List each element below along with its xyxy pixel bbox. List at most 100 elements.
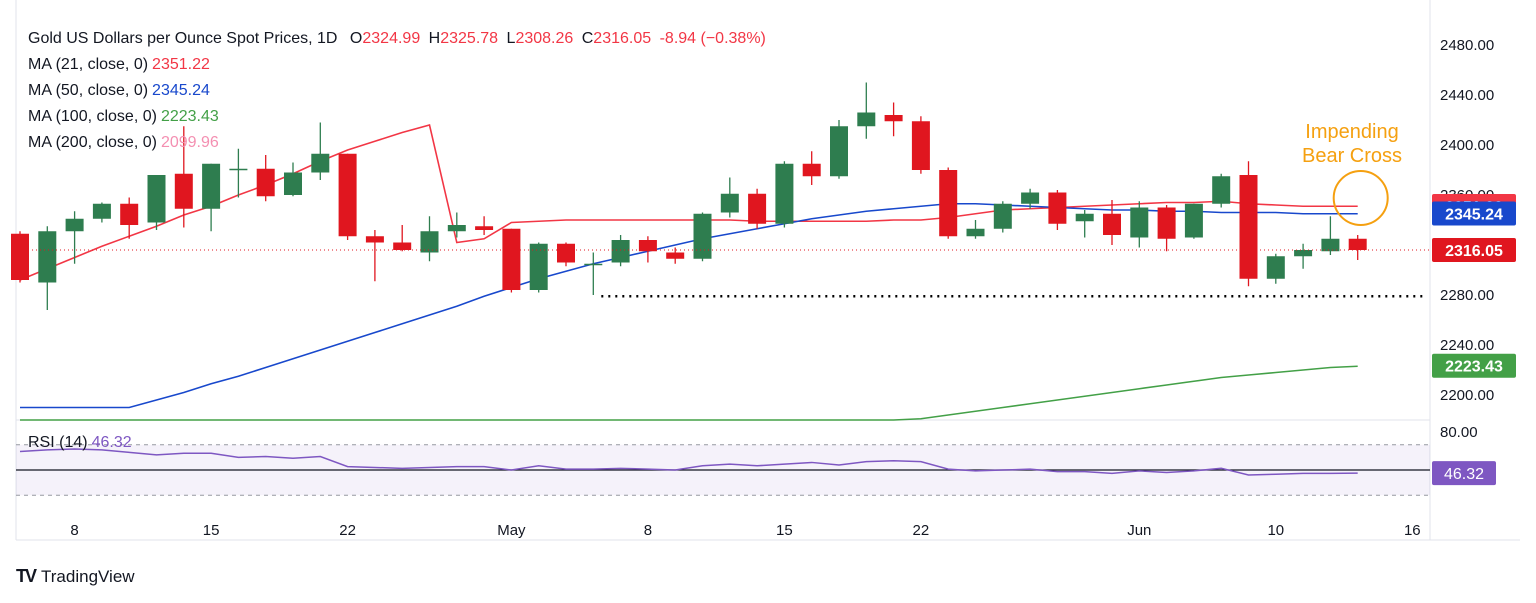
candle-body <box>584 263 603 266</box>
symbol-title: Gold US Dollars per Ounce Spot Prices, 1… <box>28 30 338 47</box>
candle <box>92 202 111 223</box>
x-tick-label: Jun <box>1127 522 1151 539</box>
candle-body <box>830 126 848 177</box>
x-tick-label: 15 <box>776 522 793 539</box>
candle <box>447 212 466 238</box>
change-value: -8.94 (−0.38%) <box>659 30 766 47</box>
candle <box>1157 205 1176 252</box>
bear-cross-circle <box>1332 170 1389 226</box>
rsi-scale-label: 80.00 <box>1440 424 1478 441</box>
candle <box>65 211 84 264</box>
candle <box>365 230 384 282</box>
candle <box>120 197 139 239</box>
candle-body <box>966 228 985 237</box>
ma100-price-tag: 2223.43 <box>1445 359 1503 376</box>
candle <box>1048 190 1067 230</box>
candle-body <box>1266 256 1285 279</box>
candle <box>1239 161 1258 287</box>
legend-ma200[interactable]: MA (200, close, 0) 2099.96 <box>28 134 219 151</box>
candle-body <box>256 168 275 197</box>
open-value: 2324.99 <box>362 30 421 47</box>
candle-body <box>147 175 166 223</box>
candle <box>147 175 166 230</box>
candle-body <box>720 193 739 213</box>
candle <box>638 236 657 263</box>
candle-body <box>802 163 821 177</box>
candle <box>884 102 903 137</box>
candle <box>174 126 193 228</box>
x-tick-label: 8 <box>644 522 652 539</box>
candle <box>611 235 630 267</box>
candle <box>1212 173 1231 208</box>
y-tick-label: 2240.00 <box>1440 337 1494 354</box>
candle-body <box>11 233 29 280</box>
x-tick-label: 22 <box>339 522 356 539</box>
tradingview-mark-icon: TV <box>16 566 37 586</box>
candle-body <box>748 193 767 224</box>
candle <box>993 201 1012 233</box>
ma50-value: 2345.24 <box>152 82 210 99</box>
candle <box>1130 201 1149 248</box>
candle-body <box>365 236 384 243</box>
y-tick-label: 2440.00 <box>1440 87 1494 104</box>
candle-body <box>1157 207 1176 239</box>
x-tick-label: 8 <box>70 522 78 539</box>
x-tick-label: 16 <box>1404 522 1421 539</box>
y-tick-label: 2400.00 <box>1440 137 1494 154</box>
ma100-price-tag-bg <box>1432 353 1516 378</box>
y-tick-label: 2200.00 <box>1440 387 1494 404</box>
candle <box>584 252 603 295</box>
candle-body <box>311 153 330 173</box>
candle <box>966 220 985 239</box>
x-tick-label: 10 <box>1267 522 1284 539</box>
candle-body <box>993 203 1012 229</box>
ohlc-header: Gold US Dollars per Ounce Spot Prices, 1… <box>28 30 766 47</box>
candle <box>311 122 330 180</box>
candle <box>830 120 848 179</box>
candle-body <box>1294 250 1313 257</box>
candle-body <box>857 112 876 127</box>
candle <box>720 177 739 218</box>
legend-ma21[interactable]: MA (21, close, 0) 2351.22 <box>28 56 210 73</box>
candle-body <box>611 240 630 263</box>
candle <box>38 226 57 310</box>
brand-name: TradingView <box>41 566 135 586</box>
candle-body <box>502 228 521 290</box>
candle-body <box>529 243 548 290</box>
candle-body <box>393 242 412 250</box>
candle-body <box>420 231 439 253</box>
candle <box>202 163 221 232</box>
close-price-tag-bg <box>1432 237 1516 262</box>
legend-rsi[interactable]: RSI (14) 46.32 <box>28 434 132 451</box>
candle <box>1184 203 1203 239</box>
rsi-pane: 80.00 46.32 <box>16 424 1496 496</box>
candle <box>338 153 357 240</box>
candle <box>802 151 821 185</box>
y-tick-label: 2280.00 <box>1440 287 1494 304</box>
candle <box>666 247 685 264</box>
candle-body <box>1239 175 1258 279</box>
y-tick-label: 2480.00 <box>1440 37 1494 54</box>
candle-body <box>1130 207 1149 238</box>
candle-body <box>775 163 794 224</box>
candle-body <box>1075 213 1094 222</box>
candle <box>1075 210 1094 238</box>
candle <box>1294 243 1313 269</box>
tradingview-logo[interactable]: TV TradingView <box>16 566 135 587</box>
candle <box>857 82 876 139</box>
candle-body <box>1103 213 1121 235</box>
candle-body <box>65 218 84 232</box>
legend-ma50[interactable]: MA (50, close, 0) 2345.24 <box>28 82 210 99</box>
legend-ma100[interactable]: MA (100, close, 0) 2223.43 <box>28 108 219 125</box>
candle <box>1321 216 1340 255</box>
candle <box>939 167 958 239</box>
candle-body <box>229 168 248 171</box>
annotation-line-1: Impending <box>1305 121 1398 143</box>
x-tick-label: May <box>497 522 526 539</box>
rsi-line <box>19 448 1358 476</box>
moving-average-lines <box>19 124 1358 421</box>
candle <box>557 242 575 267</box>
candle-body <box>1048 192 1067 224</box>
